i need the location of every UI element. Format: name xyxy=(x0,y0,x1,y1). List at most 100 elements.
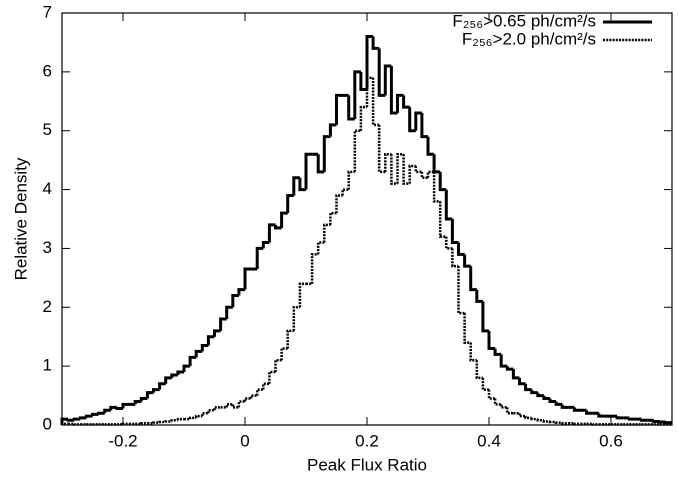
histogram-step xyxy=(573,422,581,426)
histogram-step xyxy=(365,76,374,108)
histogram-step xyxy=(426,136,435,156)
histogram-step xyxy=(469,266,477,292)
histogram-step xyxy=(139,397,148,402)
histogram-step xyxy=(84,414,93,418)
histogram-step xyxy=(475,289,483,303)
histogram-step xyxy=(481,301,489,333)
histogram-step xyxy=(463,254,471,268)
histogram-step xyxy=(176,417,184,421)
y-tick-label: 0 xyxy=(43,414,52,433)
histogram-step xyxy=(518,413,526,418)
histogram-step xyxy=(200,344,209,352)
histogram-step xyxy=(396,153,404,184)
histogram-step xyxy=(328,123,337,137)
histogram-step xyxy=(341,188,349,196)
histogram-step xyxy=(548,398,557,403)
histogram-step xyxy=(182,364,191,373)
histogram-step xyxy=(145,391,154,399)
histogram-step xyxy=(402,95,410,109)
y-axis-label: Relative Density xyxy=(11,157,30,280)
histogram-step xyxy=(560,421,569,425)
histogram-step xyxy=(213,329,221,337)
histogram-step xyxy=(158,382,166,390)
histogram-step xyxy=(103,408,111,414)
histogram-step xyxy=(91,412,99,417)
histogram-step xyxy=(432,171,441,203)
histogram-step xyxy=(164,420,172,423)
histogram-step xyxy=(469,342,477,362)
histogram-step xyxy=(329,211,337,225)
histogram-step xyxy=(316,154,325,174)
histogram-step xyxy=(554,401,563,406)
histogram-step xyxy=(548,420,557,424)
histogram-step xyxy=(347,170,355,190)
histogram-step xyxy=(237,400,245,408)
histogram-step xyxy=(335,194,343,214)
y-tick-label: 4 xyxy=(43,179,52,198)
histogram-step xyxy=(414,166,422,174)
histogram-step xyxy=(658,420,666,424)
histogram-step xyxy=(365,35,374,90)
histogram-step xyxy=(420,171,428,180)
histogram-step xyxy=(560,404,569,409)
histogram-step xyxy=(444,189,453,221)
x-tick-label: -0.2 xyxy=(108,431,137,450)
histogram-step xyxy=(231,404,239,409)
histogram-step xyxy=(438,201,447,238)
histogram-step xyxy=(286,329,294,349)
histogram-step xyxy=(377,48,386,97)
histogram-step xyxy=(304,152,313,190)
histogram-step xyxy=(524,416,532,420)
histogram-step xyxy=(255,388,264,396)
histogram-step xyxy=(121,422,130,426)
histogram-step xyxy=(316,241,325,255)
histogram-step xyxy=(524,383,532,392)
histogram-step xyxy=(402,154,410,185)
histogram-step xyxy=(188,416,197,420)
histogram-step xyxy=(530,389,538,395)
histogram-step xyxy=(445,236,453,250)
histogram-step xyxy=(255,246,264,270)
histogram-step xyxy=(164,376,172,384)
histogram-step xyxy=(572,407,581,412)
histogram-step xyxy=(298,282,306,308)
histogram-step xyxy=(389,65,398,115)
histogram-step xyxy=(487,330,496,350)
x-tick-label: 0 xyxy=(240,431,249,450)
histogram-step xyxy=(536,392,544,398)
histogram-step xyxy=(505,366,514,371)
histogram-step xyxy=(457,266,465,315)
histogram-step xyxy=(481,377,489,391)
histogram-step xyxy=(542,395,550,401)
histogram-step xyxy=(432,154,441,174)
histogram-step xyxy=(219,317,227,331)
histogram-step xyxy=(420,113,428,139)
histogram-step xyxy=(353,129,361,172)
histogram-step xyxy=(335,93,343,125)
legend-label: F₂₅₆>0.65 ph/cm²/s xyxy=(452,11,596,30)
histogram-step xyxy=(591,423,599,426)
x-tick-label: 0.2 xyxy=(355,431,379,450)
histogram-step xyxy=(194,414,203,418)
histogram-step xyxy=(542,420,550,423)
histogram-step xyxy=(158,420,166,424)
histogram-step xyxy=(188,355,197,367)
histogram-step xyxy=(597,413,605,418)
histogram-step xyxy=(536,419,544,422)
histogram-step xyxy=(450,219,459,245)
histogram-step xyxy=(652,419,660,423)
histogram-step xyxy=(243,267,252,290)
histogram-step xyxy=(310,253,319,284)
histogram-step xyxy=(493,348,502,356)
y-tick-label: 2 xyxy=(43,297,52,316)
histogram-step xyxy=(359,105,367,131)
histogram-step xyxy=(268,370,276,384)
histogram-step xyxy=(280,211,288,228)
histogram-step xyxy=(78,416,87,420)
histogram-step xyxy=(353,70,361,119)
histogram-step xyxy=(152,421,160,424)
histogram-step xyxy=(615,416,624,420)
histogram-step xyxy=(109,405,117,411)
histogram-step xyxy=(133,399,142,405)
histogram-step xyxy=(383,64,392,96)
